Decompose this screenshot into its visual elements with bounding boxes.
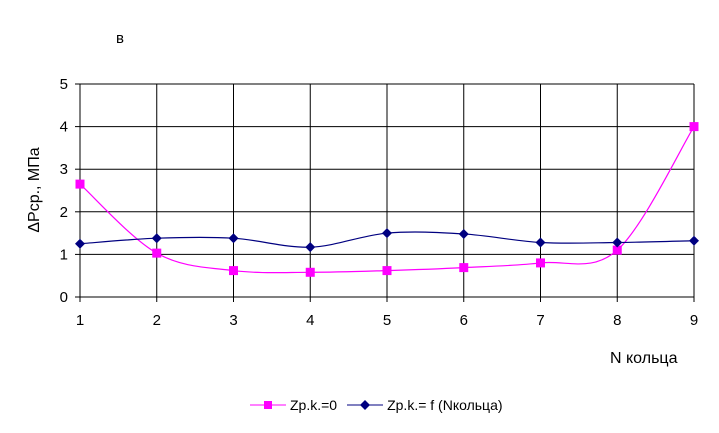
data-point-series-2 <box>305 242 316 253</box>
data-point-series-1 <box>536 258 545 268</box>
legend-marker-square-icon <box>250 401 286 409</box>
legend-label-series-1: Zp.k.=0 <box>290 397 338 413</box>
data-point-series-2 <box>612 237 623 248</box>
data-point-series-2 <box>689 235 699 246</box>
data-point-series-2 <box>151 233 162 244</box>
legend-item-series-1: Zp.k.=0 <box>250 397 337 413</box>
data-point-series-2 <box>75 238 85 249</box>
plot-grid <box>79 83 695 298</box>
x-tick-label: 6 <box>460 312 468 329</box>
data-point-series-2 <box>382 228 392 239</box>
x-tick-label: 9 <box>690 312 698 329</box>
x-tick-label: 8 <box>613 312 621 329</box>
x-tick-label: 7 <box>536 312 544 329</box>
x-tick-label: 4 <box>306 312 314 329</box>
x-tick-label: 2 <box>153 312 161 329</box>
x-tick-label: 5 <box>383 312 391 329</box>
data-point-series-1 <box>382 266 392 276</box>
panel-label: в <box>116 30 124 47</box>
data-point-series-1 <box>152 248 162 258</box>
y-tick-label: 1 <box>60 246 68 263</box>
y-tick-label: 0 <box>60 289 68 306</box>
x-tick-label: 1 <box>76 312 84 329</box>
legend-label-series-2: Zp.k.= f (Nкольца) <box>387 397 503 413</box>
data-point-series-1 <box>612 245 622 255</box>
data-point-series-2 <box>228 233 239 244</box>
legend: Zp.k.=0 Zp.k.= f (Nкольца) <box>250 397 503 413</box>
y-tick-label: 5 <box>60 76 68 93</box>
legend-marker-diamond-icon <box>347 400 384 410</box>
data-point-series-1 <box>459 263 469 273</box>
data-point-series-1 <box>305 267 315 277</box>
data-point-series-2 <box>458 228 469 239</box>
series-lines <box>75 122 699 277</box>
data-point-series-1 <box>689 122 699 132</box>
data-point-series-1 <box>75 179 85 189</box>
y-tick-label: 3 <box>60 161 68 178</box>
y-axis-label: ΔPср., МПа <box>26 147 43 233</box>
x-axis-label: N кольца <box>610 350 678 367</box>
data-point-series-1 <box>229 266 238 276</box>
data-point-series-2 <box>535 237 546 248</box>
y-tick-label: 4 <box>60 119 68 136</box>
legend-item-series-2: Zp.k.= f (Nкольца) <box>347 397 503 413</box>
y-tick-label: 2 <box>60 204 68 221</box>
x-tick-label: 3 <box>229 312 237 329</box>
plot-axes <box>75 83 695 302</box>
